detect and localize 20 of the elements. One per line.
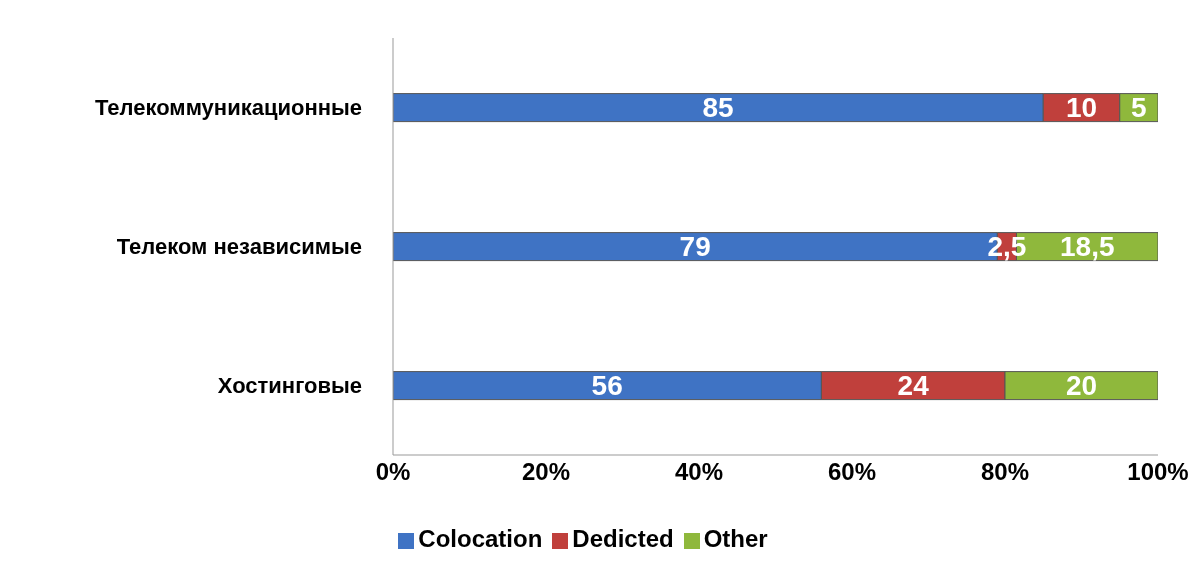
x-tick-label: 20% <box>521 458 571 486</box>
x-tick-label: 60% <box>827 458 877 486</box>
x-tick-label: 40% <box>674 458 724 486</box>
data-label: 20 <box>1065 370 1098 402</box>
x-tick-label: 0% <box>375 458 411 486</box>
data-label: 5 <box>1131 92 1147 124</box>
x-tick-label: 80% <box>980 458 1030 486</box>
y-tick-label: Хостинговые <box>217 373 362 399</box>
legend-label: Colocation <box>418 525 543 552</box>
y-tick-label: Телеком независимые <box>116 234 362 260</box>
data-label: 79 <box>679 231 711 263</box>
data-label: 18,5 <box>1059 231 1115 263</box>
data-label: 56 <box>591 370 623 402</box>
data-label: 10 <box>1065 92 1098 124</box>
data-label: 24 <box>897 370 930 402</box>
y-tick-label: Телекоммуникационные <box>94 95 362 121</box>
data-label: 85 <box>702 92 734 124</box>
x-tick-label: 100% <box>1127 458 1189 486</box>
legend-label: Dedicted <box>572 525 674 552</box>
legend-label: Other <box>703 525 768 552</box>
